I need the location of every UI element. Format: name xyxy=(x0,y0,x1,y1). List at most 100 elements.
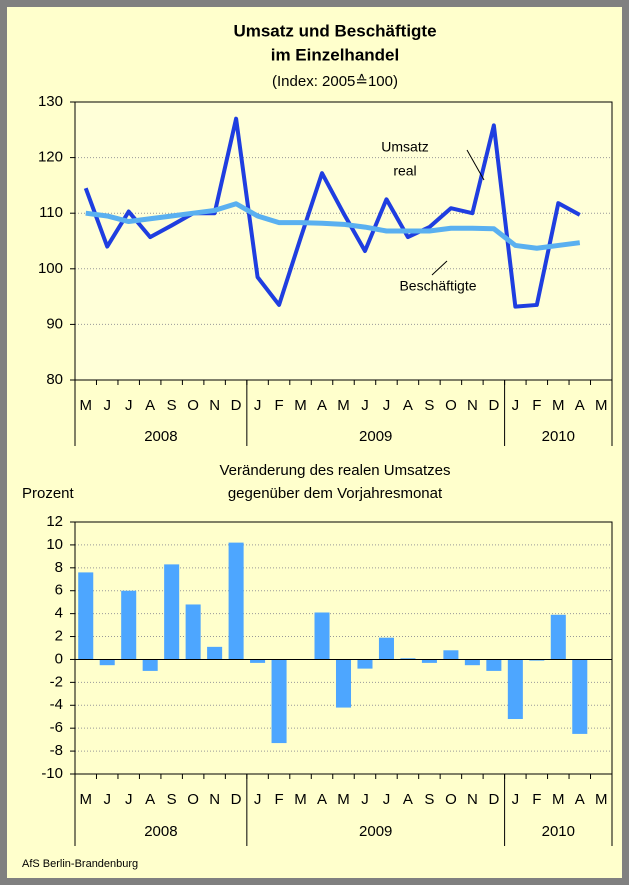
plot-area xyxy=(75,522,612,774)
x-tick-label: N xyxy=(467,397,478,414)
x-tick-label: N xyxy=(209,791,220,808)
annotation-pointer xyxy=(466,149,485,181)
chart-subtitle: (Index: 2005≙100) xyxy=(272,73,398,90)
x-tick-label: J xyxy=(512,397,520,414)
x-tick-label: M xyxy=(79,397,92,414)
y-tick-label: -8 xyxy=(50,742,63,759)
y-tick-label: 100 xyxy=(38,260,63,277)
x-tick-label: A xyxy=(403,397,413,414)
y-tick-label: 80 xyxy=(46,371,63,388)
bar xyxy=(121,590,137,660)
annotation: Beschäftigte xyxy=(399,278,476,294)
bar xyxy=(314,612,330,660)
x-tick-label: S xyxy=(424,791,434,808)
x-tick-label: J xyxy=(125,397,133,414)
y-tick-label: 90 xyxy=(46,315,63,332)
chart-title: gegenüber dem Vorjahresmonat xyxy=(228,485,443,502)
bar xyxy=(271,659,287,744)
y-tick-label: 110 xyxy=(39,204,63,221)
bar xyxy=(464,659,480,666)
chart-title: Umsatz und Beschäftigte xyxy=(233,21,436,40)
x-tick-label: A xyxy=(403,791,413,808)
y-tick-label: 10 xyxy=(46,536,63,553)
x-tick-label: J xyxy=(103,791,111,808)
chart-title: im Einzelhandel xyxy=(271,45,399,64)
x-tick-label: D xyxy=(231,791,242,808)
x-tick-label: M xyxy=(337,397,350,414)
x-tick-label: J xyxy=(361,791,369,808)
bar xyxy=(228,542,244,660)
x-tick-label: O xyxy=(187,397,199,414)
x-tick-label: J xyxy=(383,397,391,414)
x-tick-label: J xyxy=(361,397,369,414)
y-tick-label: -2 xyxy=(50,673,63,690)
x-tick-label: M xyxy=(79,791,92,808)
x-tick-label: M xyxy=(552,791,565,808)
y-tick-label: 8 xyxy=(55,559,63,576)
x-tick-label: O xyxy=(445,791,457,808)
x-tick-label: F xyxy=(274,791,283,808)
y-tick-label: 2 xyxy=(55,628,63,645)
x-tick-label: N xyxy=(209,397,220,414)
x-tick-label: A xyxy=(575,397,585,414)
x-tick-label: S xyxy=(167,791,177,808)
plot-area xyxy=(75,102,612,380)
bar xyxy=(400,658,416,660)
x-tick-label: J xyxy=(254,791,262,808)
bar xyxy=(185,604,201,660)
x-tick-label: M xyxy=(552,397,565,414)
line-series xyxy=(85,201,581,251)
source-note: AfS Berlin-Brandenburg xyxy=(22,858,138,870)
x-tick-label: O xyxy=(445,397,457,414)
x-tick-label: M xyxy=(595,397,608,414)
x-tick-label: J xyxy=(103,397,111,414)
annotation: real xyxy=(393,163,416,179)
bar xyxy=(142,659,158,671)
bar xyxy=(572,659,588,734)
bar xyxy=(99,659,115,666)
x-tick-label: D xyxy=(488,791,499,808)
y-tick-label: 130 xyxy=(38,93,63,110)
x-tick-label: A xyxy=(317,791,327,808)
plot-frame xyxy=(74,521,613,775)
x-tick-label: A xyxy=(145,791,155,808)
bar xyxy=(250,659,266,663)
y-tick-label: 4 xyxy=(55,605,63,622)
y-axis-label: Prozent xyxy=(22,485,75,502)
y-tick-label: 6 xyxy=(55,582,63,599)
x-tick-label: N xyxy=(467,791,478,808)
x-tick-label: F xyxy=(274,397,283,414)
x-tick-label: A xyxy=(575,791,585,808)
bar xyxy=(78,572,94,660)
bar xyxy=(550,614,566,660)
bar xyxy=(357,659,373,669)
y-tick-label: -4 xyxy=(50,696,63,713)
y-tick-label: -6 xyxy=(50,719,63,736)
bar xyxy=(421,659,437,663)
year-label: 2009 xyxy=(359,428,392,445)
y-tick-label: 12 xyxy=(46,513,63,530)
year-label: 2010 xyxy=(542,428,575,445)
x-tick-label: S xyxy=(167,397,177,414)
x-tick-label: O xyxy=(187,791,199,808)
x-tick-label: F xyxy=(532,397,541,414)
year-label: 2009 xyxy=(359,823,392,840)
x-tick-label: J xyxy=(125,791,133,808)
y-tick-label: 0 xyxy=(55,650,63,667)
bar xyxy=(378,637,394,660)
bar xyxy=(207,646,223,660)
x-tick-label: S xyxy=(424,397,434,414)
year-label: 2008 xyxy=(144,823,177,840)
bar xyxy=(443,650,459,660)
x-tick-label: D xyxy=(488,397,499,414)
x-tick-label: J xyxy=(254,397,262,414)
x-tick-label: J xyxy=(383,791,391,808)
x-tick-label: A xyxy=(145,397,155,414)
line-series xyxy=(83,116,581,309)
x-tick-label: M xyxy=(294,397,307,414)
bar xyxy=(164,564,180,660)
chart-title: Veränderung des realen Umsatzes xyxy=(220,462,451,479)
bar xyxy=(507,659,523,720)
plot-frame xyxy=(74,101,613,381)
